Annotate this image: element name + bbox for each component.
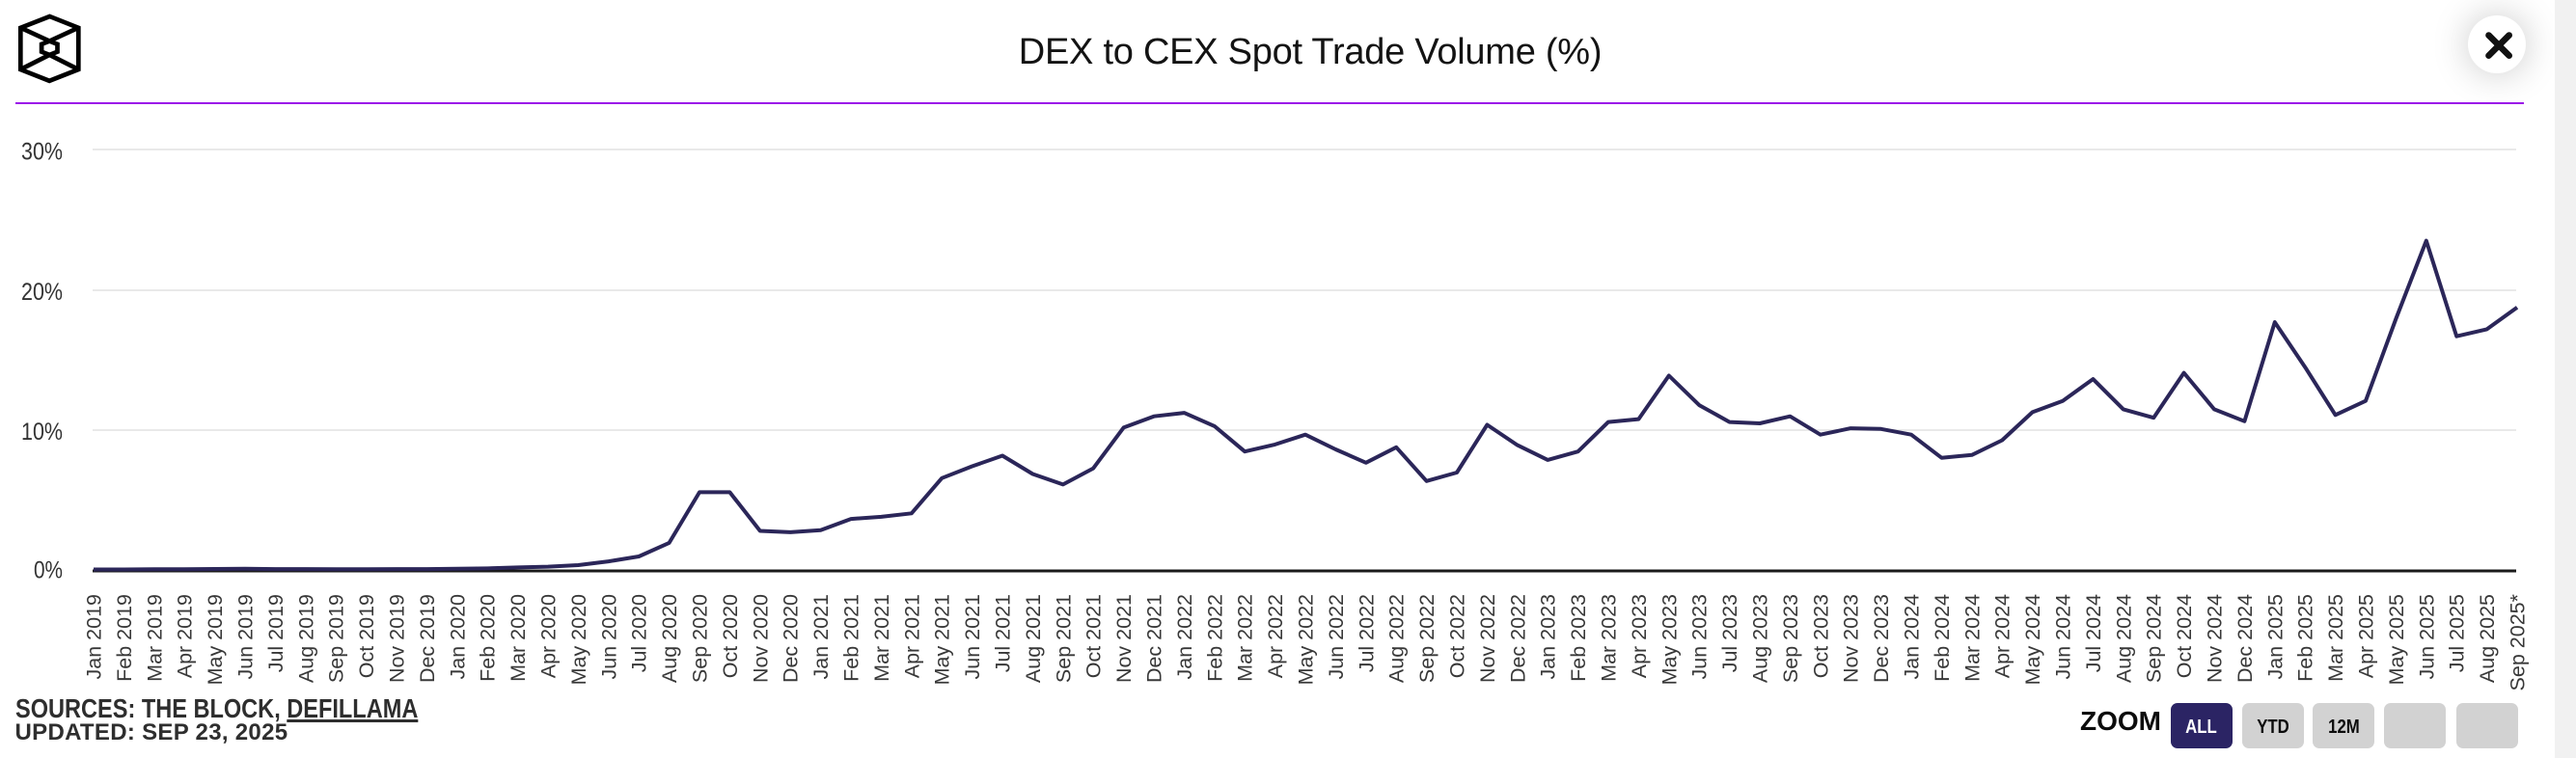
- svg-text:Feb 2020: Feb 2020: [477, 594, 500, 682]
- svg-text:Oct 2024: Oct 2024: [2173, 594, 2196, 678]
- svg-text:Jan 2024: Jan 2024: [1901, 594, 1924, 680]
- svg-text:Feb 2022: Feb 2022: [1203, 594, 1226, 682]
- svg-text:Jun 2024: Jun 2024: [2052, 594, 2075, 680]
- svg-text:Jan 2019: Jan 2019: [83, 594, 106, 679]
- svg-text:May 2023: May 2023: [1658, 594, 1681, 685]
- svg-text:Dec 2020: Dec 2020: [780, 594, 803, 683]
- svg-text:Sep 2022: Sep 2022: [1415, 594, 1439, 683]
- svg-text:Nov 2023: Nov 2023: [1840, 594, 1863, 683]
- svg-text:Jun 2021: Jun 2021: [961, 594, 984, 679]
- svg-text:Jun 2019: Jun 2019: [234, 594, 258, 679]
- svg-text:Jul 2024: Jul 2024: [2082, 594, 2105, 672]
- svg-text:Oct 2020: Oct 2020: [719, 594, 742, 678]
- svg-text:Apr 2025: Apr 2025: [2355, 594, 2378, 678]
- svg-text:Mar 2022: Mar 2022: [1234, 594, 1257, 682]
- svg-text:Aug 2020: Aug 2020: [658, 594, 681, 683]
- svg-text:Aug 2022: Aug 2022: [1385, 594, 1409, 683]
- svg-text:Jan 2023: Jan 2023: [1537, 594, 1560, 680]
- svg-text:Sep 2023: Sep 2023: [1779, 594, 1802, 683]
- svg-text:Nov 2022: Nov 2022: [1476, 594, 1499, 683]
- svg-text:Aug 2024: Aug 2024: [2112, 594, 2135, 683]
- svg-text:May 2022: May 2022: [1295, 594, 1318, 685]
- svg-text:Jul 2022: Jul 2022: [1355, 594, 1378, 672]
- svg-text:Mar 2021: Mar 2021: [870, 594, 893, 682]
- svg-text:Nov 2021: Nov 2021: [1112, 594, 1136, 683]
- svg-text:Sep 2025*: Sep 2025*: [2507, 593, 2530, 690]
- svg-text:May 2020: May 2020: [567, 594, 590, 685]
- svg-text:Aug 2023: Aug 2023: [1749, 594, 1772, 683]
- svg-text:Aug 2019: Aug 2019: [294, 594, 317, 683]
- svg-text:Mar 2025: Mar 2025: [2324, 594, 2347, 682]
- svg-text:Dec 2023: Dec 2023: [1870, 594, 1893, 683]
- svg-text:Oct 2019: Oct 2019: [355, 594, 378, 678]
- svg-text:Aug 2025: Aug 2025: [2476, 594, 2499, 683]
- svg-text:Aug 2021: Aug 2021: [1022, 594, 1045, 683]
- svg-text:Mar 2019: Mar 2019: [143, 594, 166, 682]
- svg-text:Mar 2024: Mar 2024: [1960, 594, 1984, 682]
- svg-text:Feb 2021: Feb 2021: [840, 594, 863, 682]
- svg-text:May 2024: May 2024: [2021, 594, 2044, 685]
- svg-text:Mar 2023: Mar 2023: [1598, 594, 1621, 682]
- svg-text:Jul 2025: Jul 2025: [2446, 594, 2469, 672]
- svg-text:Jun 2023: Jun 2023: [1688, 594, 1712, 680]
- svg-text:May 2019: May 2019: [204, 594, 227, 685]
- svg-text:30%: 30%: [21, 138, 63, 165]
- svg-text:Apr 2024: Apr 2024: [1991, 594, 2014, 678]
- svg-text:Nov 2024: Nov 2024: [2204, 594, 2227, 683]
- svg-text:Apr 2020: Apr 2020: [537, 594, 561, 678]
- svg-text:Jul 2021: Jul 2021: [992, 594, 1015, 672]
- svg-text:Dec 2022: Dec 2022: [1506, 594, 1529, 683]
- svg-text:Oct 2023: Oct 2023: [1809, 594, 1832, 678]
- svg-text:Jul 2023: Jul 2023: [1718, 594, 1741, 672]
- svg-text:Nov 2019: Nov 2019: [386, 594, 409, 683]
- svg-text:Jun 2022: Jun 2022: [1325, 594, 1348, 679]
- svg-text:Jun 2020: Jun 2020: [597, 594, 620, 680]
- svg-text:Apr 2023: Apr 2023: [1628, 594, 1651, 678]
- svg-text:Sep 2020: Sep 2020: [689, 594, 712, 683]
- svg-text:May 2021: May 2021: [931, 594, 954, 685]
- svg-text:Oct 2021: Oct 2021: [1082, 594, 1106, 678]
- svg-text:May 2025: May 2025: [2385, 594, 2408, 685]
- svg-text:Oct 2022: Oct 2022: [1446, 594, 1469, 678]
- svg-text:Jun 2025: Jun 2025: [2415, 594, 2438, 680]
- svg-text:Feb 2023: Feb 2023: [1567, 594, 1590, 682]
- svg-text:Jan 2021: Jan 2021: [809, 594, 833, 679]
- svg-text:Sep 2021: Sep 2021: [1052, 594, 1075, 683]
- svg-text:Mar 2020: Mar 2020: [507, 594, 530, 682]
- svg-text:Feb 2025: Feb 2025: [2294, 594, 2317, 682]
- svg-text:Nov 2020: Nov 2020: [749, 594, 772, 683]
- svg-text:Jan 2025: Jan 2025: [2263, 594, 2287, 680]
- svg-text:Jan 2020: Jan 2020: [446, 594, 469, 680]
- svg-text:10%: 10%: [21, 419, 63, 446]
- svg-text:Apr 2019: Apr 2019: [174, 594, 197, 678]
- svg-text:Sep 2024: Sep 2024: [2143, 594, 2166, 683]
- svg-text:Dec 2021: Dec 2021: [1143, 594, 1166, 683]
- svg-text:Jan 2022: Jan 2022: [1173, 594, 1196, 679]
- svg-text:Jul 2019: Jul 2019: [264, 594, 288, 672]
- svg-text:Dec 2024: Dec 2024: [2233, 594, 2257, 683]
- svg-text:20%: 20%: [21, 279, 63, 306]
- svg-text:Feb 2019: Feb 2019: [113, 594, 136, 682]
- svg-text:Sep 2019: Sep 2019: [325, 594, 348, 683]
- svg-text:Apr 2021: Apr 2021: [900, 594, 923, 678]
- svg-text:Apr 2022: Apr 2022: [1264, 594, 1287, 678]
- svg-text:0%: 0%: [34, 557, 63, 584]
- svg-text:Dec 2019: Dec 2019: [416, 594, 439, 683]
- svg-text:Feb 2024: Feb 2024: [1931, 594, 1954, 682]
- svg-text:Jul 2020: Jul 2020: [628, 594, 651, 672]
